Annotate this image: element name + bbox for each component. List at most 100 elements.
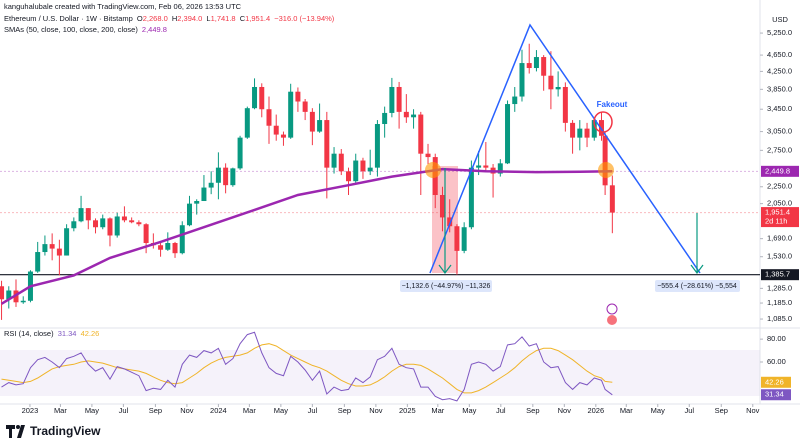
candle-body bbox=[259, 86, 265, 110]
candle-body bbox=[468, 167, 474, 228]
rsi-value: 31.34 bbox=[58, 329, 77, 338]
x-tick-label: Sep bbox=[526, 406, 539, 415]
y-tick-label: 1,690.0 bbox=[767, 234, 792, 243]
footer bbox=[0, 420, 800, 445]
candle-body bbox=[526, 63, 532, 69]
candle-body bbox=[85, 208, 91, 221]
x-tick-label: Sep bbox=[715, 406, 728, 415]
candle-body bbox=[186, 203, 192, 226]
ohlc-value: 1,951.4 bbox=[245, 14, 270, 23]
x-tick-label: May bbox=[85, 406, 99, 415]
x-tick-label: 2026 bbox=[587, 406, 604, 415]
candle-body bbox=[338, 153, 344, 172]
highlight-circle bbox=[598, 162, 614, 178]
y-tick-label: 4,650.0 bbox=[767, 50, 792, 59]
x-tick-label: 2025 bbox=[399, 406, 416, 415]
x-tick-label: Nov bbox=[746, 406, 760, 415]
rsi-marker-label: 31.34 bbox=[765, 390, 784, 399]
candle-body bbox=[64, 228, 70, 256]
label-box bbox=[400, 280, 492, 292]
candle-body bbox=[129, 220, 135, 223]
arrow-head bbox=[690, 264, 704, 274]
candle-body bbox=[114, 216, 120, 236]
x-tick-label: Jul bbox=[119, 406, 129, 415]
y-tick-label: 1,530.0 bbox=[767, 252, 792, 261]
candle-body bbox=[230, 168, 236, 186]
label-box bbox=[655, 280, 740, 292]
candle-body bbox=[295, 91, 301, 102]
candle-body bbox=[454, 226, 460, 251]
candle-body bbox=[598, 120, 604, 136]
candle-body bbox=[208, 182, 214, 188]
candle-body bbox=[309, 111, 315, 132]
candle-body bbox=[483, 165, 489, 168]
rsi-legend: RSI (14, close) 31.34 42.26 bbox=[4, 329, 99, 338]
candle-body bbox=[201, 187, 207, 202]
candle-body bbox=[360, 160, 366, 172]
brand-logo bbox=[6, 425, 25, 438]
candle-body bbox=[317, 120, 323, 132]
candle-body bbox=[280, 134, 286, 138]
candle-body bbox=[512, 96, 518, 105]
candle-body bbox=[497, 163, 503, 174]
candle-body bbox=[179, 225, 185, 254]
rsi-tick-label: 80.00 bbox=[767, 334, 786, 343]
y-tick-label: 2,750.0 bbox=[767, 145, 792, 154]
candle-body bbox=[577, 128, 583, 138]
price-marker-label: 1,385.7 bbox=[765, 270, 790, 279]
y-tick-label: 1,085.0 bbox=[767, 314, 792, 323]
candle-body bbox=[223, 167, 229, 186]
rsi-marker bbox=[761, 389, 791, 401]
candle-body bbox=[519, 63, 525, 97]
candle-body bbox=[461, 227, 467, 251]
candle-body bbox=[353, 160, 359, 182]
change: −316.0 (−13.94%) bbox=[274, 14, 335, 23]
x-tick-label: May bbox=[462, 406, 476, 415]
candle-body bbox=[418, 114, 424, 154]
candle-body bbox=[237, 137, 243, 169]
candle-body bbox=[244, 108, 250, 138]
y-tick-label: 4,250.0 bbox=[767, 66, 792, 75]
rsi-ma-line bbox=[1, 343, 613, 394]
candle-body bbox=[165, 243, 171, 250]
x-tick-label: Nov bbox=[558, 406, 572, 415]
triangle-drawing bbox=[429, 23, 701, 274]
candle-body bbox=[158, 245, 164, 250]
y-tick-label: 3,850.0 bbox=[767, 84, 792, 93]
ohlc-key: O bbox=[137, 14, 143, 23]
candle-body bbox=[71, 221, 77, 229]
candle-body bbox=[374, 124, 380, 168]
candle-body bbox=[533, 57, 539, 69]
ohlc-value: 1,741.8 bbox=[211, 14, 236, 23]
candle-body bbox=[0, 286, 5, 300]
candle-body bbox=[425, 153, 431, 158]
candle-body bbox=[266, 109, 272, 126]
attribution: kanguhalubale created with TradingView.c… bbox=[4, 2, 242, 11]
sma-legend: SMAs (50, close, 100, close, 200, close)… bbox=[4, 25, 167, 34]
candle-body bbox=[411, 114, 417, 118]
ohlc-value: 2,268.0 bbox=[143, 14, 168, 23]
candle-body bbox=[555, 86, 561, 90]
candle-body bbox=[194, 201, 200, 204]
fakeout-circle bbox=[593, 111, 613, 133]
x-tick-label: Jul bbox=[496, 406, 506, 415]
sma-line bbox=[0, 167, 613, 305]
candle-body bbox=[302, 101, 308, 112]
x-tick-label: Sep bbox=[338, 406, 351, 415]
x-tick-label: Sep bbox=[149, 406, 162, 415]
candle-body bbox=[548, 75, 554, 90]
candle-body bbox=[346, 171, 352, 182]
price-marker-sublabel: 2d 11h bbox=[765, 217, 787, 226]
arrow-head bbox=[438, 264, 452, 274]
x-tick-label: 2023 bbox=[22, 406, 39, 415]
y-tick-label: 2,250.0 bbox=[767, 182, 792, 191]
measure-label: −1,132.6 (−44.97%) −11,326 bbox=[402, 283, 491, 290]
candle-body bbox=[447, 217, 453, 227]
candle-body bbox=[136, 222, 142, 225]
candle-body bbox=[288, 91, 294, 138]
candle-body bbox=[591, 120, 597, 138]
candle-body bbox=[6, 290, 12, 300]
y-tick-label: 1,285.0 bbox=[767, 283, 792, 292]
